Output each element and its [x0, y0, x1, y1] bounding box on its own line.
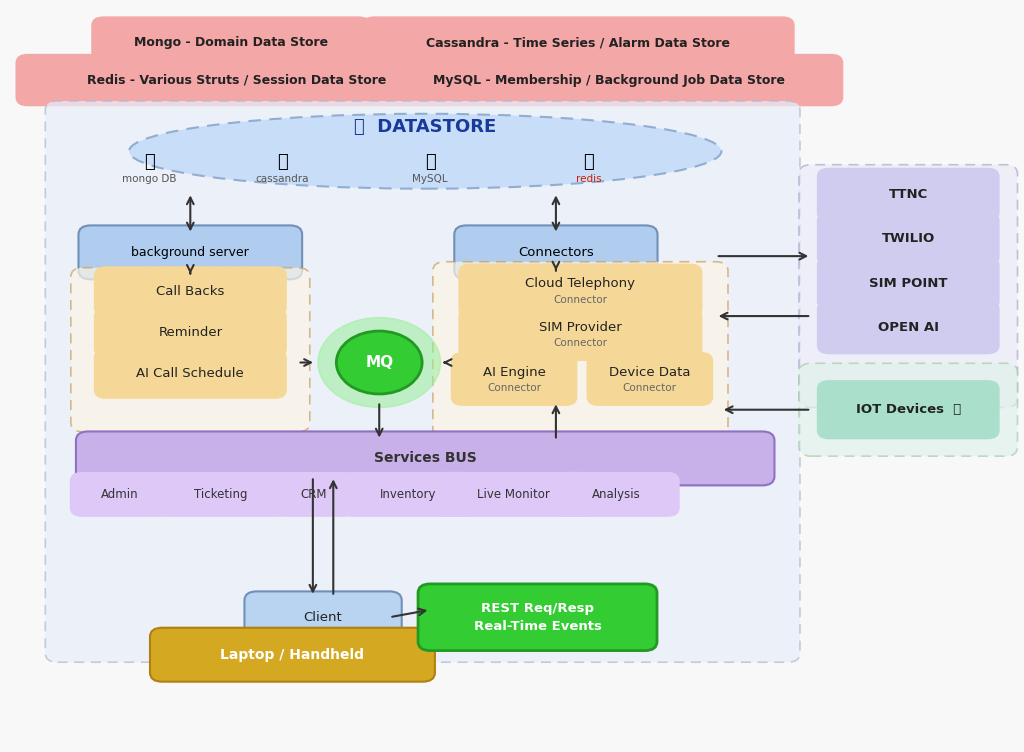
FancyBboxPatch shape	[94, 266, 287, 317]
FancyBboxPatch shape	[375, 54, 844, 106]
Text: 👁: 👁	[276, 153, 288, 171]
Text: redis: redis	[575, 174, 601, 184]
Text: SIM POINT: SIM POINT	[869, 277, 947, 290]
FancyBboxPatch shape	[431, 472, 595, 517]
Text: Connector: Connector	[487, 383, 541, 393]
FancyBboxPatch shape	[459, 307, 702, 361]
FancyBboxPatch shape	[459, 264, 702, 317]
Text: OPEN AI: OPEN AI	[878, 321, 939, 334]
FancyBboxPatch shape	[94, 308, 287, 358]
Text: SIM Provider: SIM Provider	[539, 321, 622, 334]
FancyBboxPatch shape	[340, 472, 476, 517]
Circle shape	[336, 331, 422, 394]
Text: TTNC: TTNC	[889, 188, 928, 202]
Text: MySQL: MySQL	[413, 174, 449, 184]
Text: Services BUS: Services BUS	[374, 451, 476, 465]
Text: AI Engine: AI Engine	[482, 365, 546, 379]
FancyBboxPatch shape	[418, 584, 657, 650]
FancyBboxPatch shape	[79, 226, 302, 279]
Text: Mongo - Domain Data Store: Mongo - Domain Data Store	[134, 36, 329, 49]
Text: Redis - Various Struts / Session Data Store: Redis - Various Struts / Session Data St…	[87, 74, 386, 86]
Text: Connector: Connector	[553, 338, 607, 348]
FancyBboxPatch shape	[433, 262, 728, 448]
FancyBboxPatch shape	[150, 628, 435, 681]
Text: 🍃: 🍃	[144, 153, 155, 171]
Text: MySQL - Membership / Background Job Data Store: MySQL - Membership / Background Job Data…	[433, 74, 785, 86]
Text: 🐬: 🐬	[425, 153, 435, 171]
Text: background server: background server	[131, 246, 249, 259]
FancyBboxPatch shape	[245, 591, 401, 643]
Text: mongo DB: mongo DB	[122, 174, 177, 184]
Text: Connector: Connector	[623, 383, 677, 393]
FancyBboxPatch shape	[451, 352, 578, 406]
Text: cassandra: cassandra	[255, 174, 309, 184]
FancyBboxPatch shape	[70, 472, 170, 517]
FancyBboxPatch shape	[15, 54, 457, 106]
FancyBboxPatch shape	[799, 363, 1018, 456]
FancyBboxPatch shape	[799, 165, 1018, 408]
Text: Analysis: Analysis	[592, 488, 641, 501]
Text: 🗄  DATASTORE: 🗄 DATASTORE	[354, 117, 497, 135]
Text: Cloud Telephony: Cloud Telephony	[525, 277, 636, 290]
Text: 🟥: 🟥	[584, 153, 594, 171]
Text: Device Data: Device Data	[609, 365, 690, 379]
Text: AI Call Schedule: AI Call Schedule	[136, 367, 244, 381]
Text: REST Req/Resp
Real-Time Events: REST Req/Resp Real-Time Events	[473, 602, 601, 632]
Text: Client: Client	[304, 611, 342, 623]
Text: TWILIO: TWILIO	[882, 232, 935, 245]
Text: Ticketing: Ticketing	[195, 488, 248, 501]
Text: IOT Devices  🔌: IOT Devices 🔌	[856, 403, 961, 416]
Text: Inventory: Inventory	[380, 488, 436, 501]
Text: Connectors: Connectors	[518, 246, 594, 259]
FancyBboxPatch shape	[817, 380, 999, 439]
FancyBboxPatch shape	[587, 352, 713, 406]
FancyBboxPatch shape	[76, 432, 774, 485]
FancyBboxPatch shape	[272, 472, 355, 517]
FancyBboxPatch shape	[553, 472, 680, 517]
FancyBboxPatch shape	[817, 168, 999, 222]
Text: Reminder: Reminder	[159, 326, 222, 339]
FancyBboxPatch shape	[817, 212, 999, 266]
Text: Cassandra - Time Series / Alarm Data Store: Cassandra - Time Series / Alarm Data Sto…	[426, 36, 730, 49]
FancyBboxPatch shape	[45, 101, 800, 663]
FancyBboxPatch shape	[91, 17, 371, 69]
Circle shape	[318, 317, 440, 408]
FancyBboxPatch shape	[362, 17, 795, 69]
FancyBboxPatch shape	[817, 256, 999, 310]
Text: Live Monitor: Live Monitor	[476, 488, 550, 501]
Text: Connector: Connector	[553, 295, 607, 305]
Text: Laptop / Handheld: Laptop / Handheld	[220, 647, 365, 662]
Text: Call Backs: Call Backs	[156, 285, 224, 298]
FancyBboxPatch shape	[71, 268, 310, 432]
FancyBboxPatch shape	[455, 226, 657, 279]
FancyBboxPatch shape	[153, 472, 289, 517]
FancyBboxPatch shape	[817, 300, 999, 354]
Text: Admin: Admin	[101, 488, 138, 501]
Ellipse shape	[129, 114, 721, 189]
Text: CRM: CRM	[301, 488, 327, 501]
Text: MQ: MQ	[366, 355, 393, 370]
FancyBboxPatch shape	[94, 349, 287, 399]
